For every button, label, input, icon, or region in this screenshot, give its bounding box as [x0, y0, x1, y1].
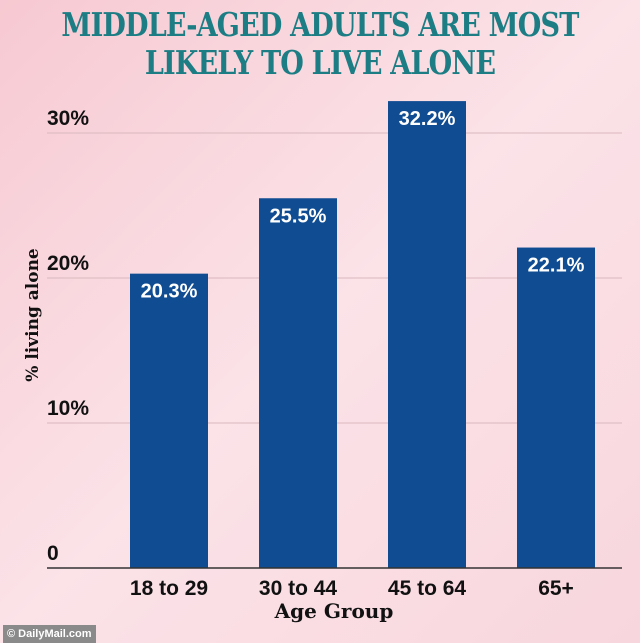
x-tick-label: 18 to 29	[130, 577, 208, 600]
data-label: 20.3%	[141, 281, 198, 303]
bar	[259, 198, 337, 568]
x-tick-label: 30 to 44	[259, 577, 338, 600]
y-axis-label: % living alone	[23, 248, 43, 382]
data-label: 32.2%	[399, 108, 456, 130]
x-tick-label: 65+	[538, 577, 574, 600]
y-tick-label: 0	[47, 542, 59, 565]
y-tick-label: 20%	[47, 252, 89, 275]
y-tick-label: 10%	[47, 397, 89, 420]
x-tick-label: 45 to 64	[388, 577, 467, 600]
y-tick-label: 30%	[47, 107, 89, 130]
bar	[388, 101, 466, 568]
data-label: 22.1%	[528, 255, 585, 277]
x-axis-label: Age Group	[274, 599, 394, 623]
bar	[517, 247, 595, 569]
watermark: © DailyMail.com	[3, 625, 96, 643]
data-label: 25.5%	[270, 205, 327, 227]
bar	[130, 273, 208, 568]
chart-title: MIDDLE-AGED ADULTS ARE MOST LIKELY TO LI…	[61, 5, 579, 82]
